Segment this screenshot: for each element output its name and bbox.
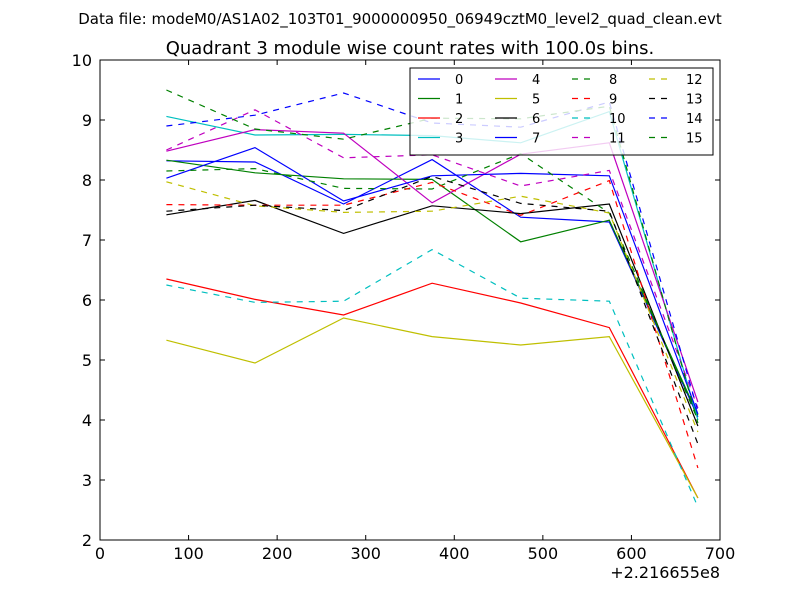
y-tick-label: 6 [82,291,92,310]
x-tick-label: 200 [262,544,293,563]
x-tick-label: 100 [173,544,204,563]
series-line-6 [166,199,699,427]
legend-label-0: 0 [455,73,463,88]
legend-box [409,67,714,156]
legend-label-6: 6 [532,112,540,127]
x-tick-label: 400 [439,544,470,563]
y-tick-label: 2 [82,531,92,550]
y-tick-label: 5 [82,351,92,370]
x-tick-label: 500 [528,544,559,563]
series-line-0 [166,158,699,418]
y-tick-label: 8 [82,171,92,190]
x-tick-label: 600 [616,544,647,563]
x-tick-label: 700 [705,544,736,563]
series-line-1 [166,159,699,416]
series-line-2 [166,278,699,499]
legend-label-8: 8 [609,73,617,88]
series-line-13 [166,175,699,445]
series-line-7 [166,146,699,415]
plot-area: 0 100 200 300 400 500 600 700234567891001234567… [72,51,736,563]
legend-label-4: 4 [532,73,540,88]
legend-label-1: 1 [455,93,463,108]
y-tick-label: 9 [82,111,92,130]
x-tick-label: 0 [95,544,105,563]
legend-label-5: 5 [532,93,540,108]
series-line-12 [166,181,699,433]
legend-label-11: 11 [609,132,626,147]
legend-label-13: 13 [686,93,703,108]
x-axis-offset-label: +2.216655e8 [610,563,720,582]
chart-suptitle: Data file: modeM0/AS1A02_103T01_90000009… [78,10,722,29]
legend-label-10: 10 [609,112,626,127]
chart-title: Quadrant 3 module wise count rates with … [166,38,655,59]
series-line-11 [166,109,699,409]
legend-label-12: 12 [686,73,703,88]
x-tick-label: 300 [350,544,381,563]
legend-label-3: 3 [455,132,463,147]
legend-label-15: 15 [686,132,703,147]
series-line-10 [166,248,699,508]
y-tick-label: 7 [82,231,92,250]
y-tick-label: 10 [72,51,92,70]
series-line-5 [166,317,699,499]
legend-label-14: 14 [686,112,703,127]
series-line-14 [166,92,699,412]
y-tick-label: 3 [82,471,92,490]
y-tick-label: 4 [82,411,92,430]
legend-label-7: 7 [532,132,540,147]
legend-label-2: 2 [455,112,463,127]
legend-label-9: 9 [609,93,617,108]
